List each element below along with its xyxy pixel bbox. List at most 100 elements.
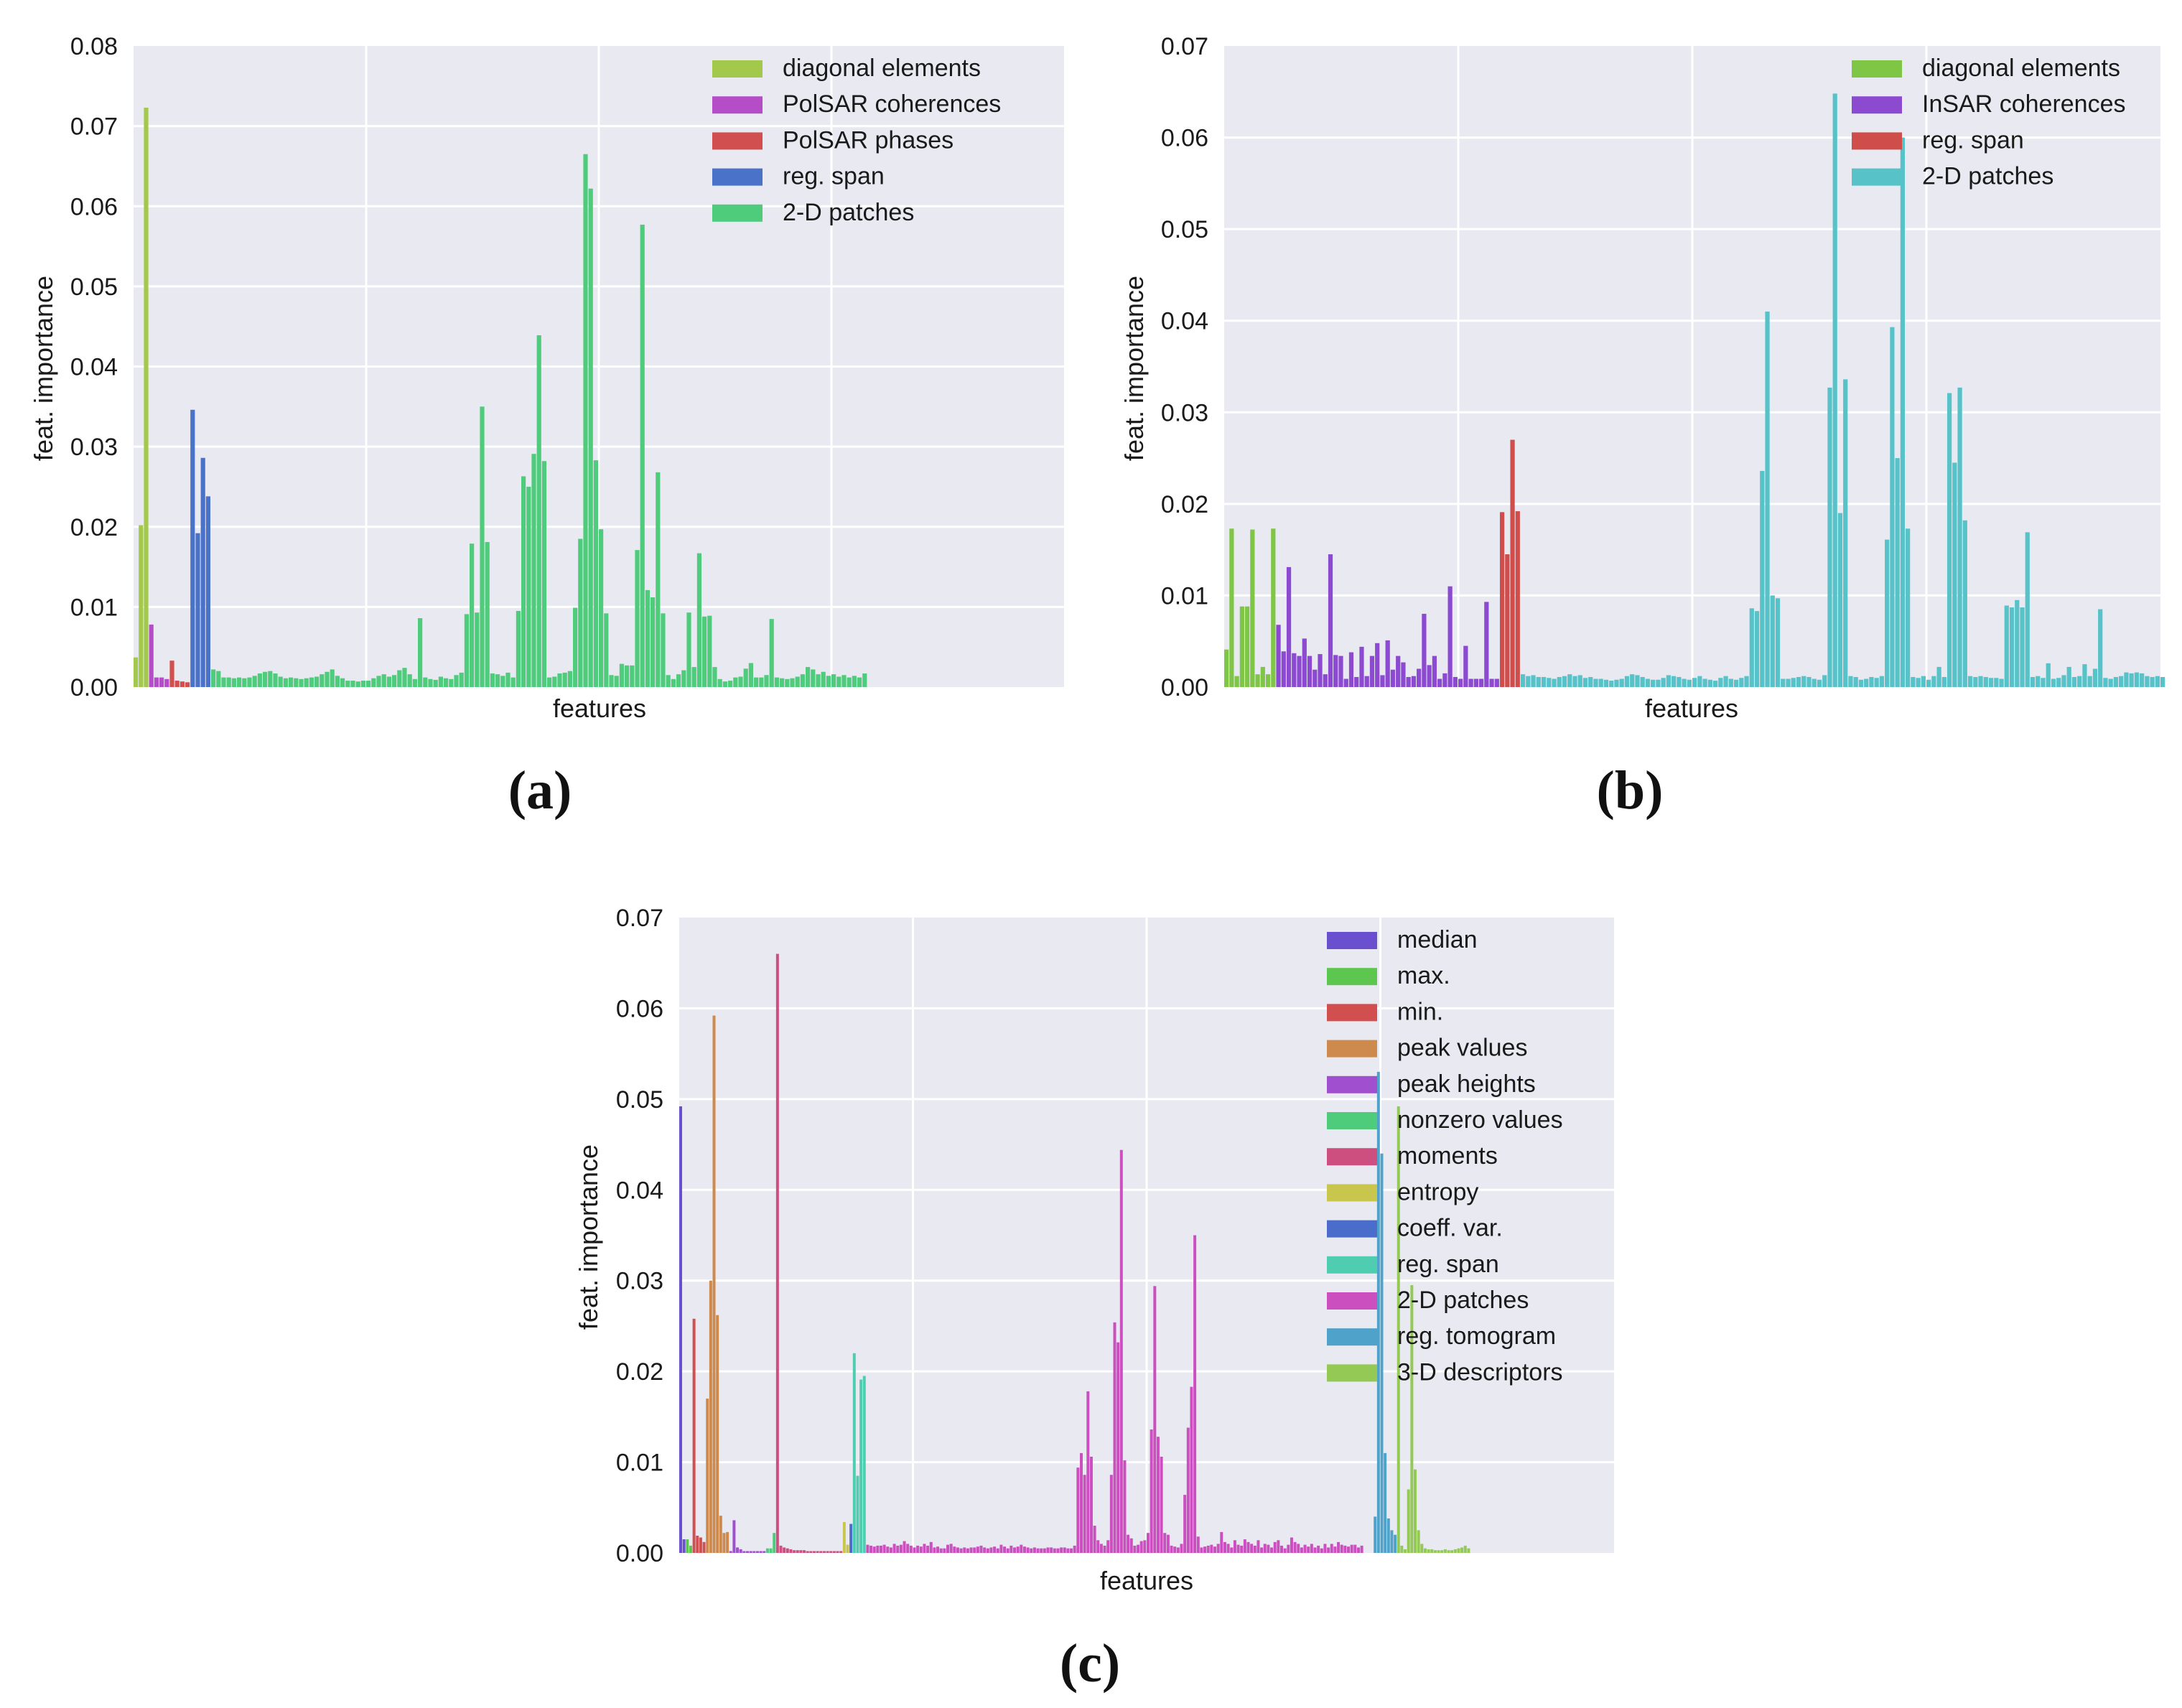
panel-a-legend-label: PolSAR coherences [783,90,1001,118]
panel-a-legend-label: reg. span [783,163,885,190]
panel-a-bar [604,613,609,687]
panel-c-bar [1210,1544,1213,1553]
panel-b-bar [1255,674,1260,687]
panel-b-bar [2098,609,2103,687]
panel-c-bar [1273,1541,1277,1553]
panel-c-bar [793,1550,796,1553]
panel-b-bar [1843,379,1848,687]
panel-a-bar [619,663,624,687]
panel-b-bar [1505,554,1510,687]
panel-c-bar [1283,1548,1287,1553]
panel-b-bar [1234,676,1239,687]
panel-b-bar [1338,655,1343,687]
panel-c-bar [973,1547,976,1553]
panel-b-bar [1427,665,1432,687]
panel-a-bar [743,668,748,687]
panel-c-bar [1173,1546,1177,1553]
panel-c-bar [1073,1545,1076,1553]
panel-b-bar [1723,676,1728,687]
panel-c-bar [989,1547,993,1553]
panel-b-bar [2025,532,2030,687]
panel-a-bar [588,188,593,687]
panel-a-bar [149,624,154,687]
panel-b-bar [1640,676,1645,687]
panel-b-bar [2015,599,2020,687]
panel-b-bar [1858,679,1864,687]
panel-c-bar [949,1544,953,1553]
panel-b-bar [2140,673,2145,687]
panel-c-bar [1026,1547,1030,1553]
panel-a-bar [294,678,299,687]
panel-b-bar [1536,676,1541,687]
panel-a-bar [800,674,805,687]
panel-b-bar [1422,613,1427,687]
panel-a-bar [237,677,242,687]
panel-b-bar [1952,462,1957,687]
panel-b-y-axis-label: feat. importance [1119,276,1149,461]
panel-b-bar [1677,676,1682,687]
panel-a-bar [759,677,764,687]
panel-b-bar [1401,662,1406,687]
panel-b-bar [1911,676,1916,687]
panel-c-bar [706,1399,709,1553]
panel-c-bar [1313,1547,1317,1553]
panel-b-bar [1458,678,1463,687]
panel-b-bar [1707,679,1712,687]
panel-b-bar [1906,528,1911,687]
panel-b-bar [1526,676,1531,687]
panel-b-bar [1624,676,1630,687]
panel-b-bar [1437,678,1442,687]
panel-a-bar [609,675,614,687]
panel-c-bar [1127,1534,1130,1553]
panel-b-bar [1656,679,1661,687]
panel-a-y-tick-label: 0.06 [70,193,118,220]
panel-c-y-tick-label: 0.03 [616,1268,663,1295]
panel-b-bar [1864,678,1869,687]
panel-a-bar [547,677,552,687]
panel-b-bar [1406,676,1411,687]
panel-c-bar [759,1551,763,1553]
panel-c-bar [1270,1547,1274,1553]
panel-c-bar [769,1548,773,1553]
panel-b-bar [1936,666,1941,687]
panel-b-y-tick-label: 0.05 [1161,216,1208,243]
panel-a-bar [185,682,190,687]
panel-c-bar [822,1551,826,1553]
panel-a-bar [247,677,252,687]
panel-c-bar [1139,1541,1143,1553]
panel-b-bar [1931,676,1936,687]
panel-c-bar [1143,1540,1147,1553]
panel-c-bar [1287,1544,1290,1553]
panel-c-bar [1186,1427,1190,1553]
panel-c-bar [1400,1545,1404,1553]
panel-a-bar [640,224,645,687]
panel-c-bar [702,1541,706,1553]
panel-c-y-tick-label: 0.00 [616,1540,663,1567]
panel-b-bar [1765,311,1770,688]
panel-a-bar [174,681,179,687]
panel-c-bar [903,1541,906,1553]
panel-a-bar [774,677,779,687]
panel-b-bar [1702,678,1707,687]
panel-b-bar [1609,681,1614,687]
panel-c-bar [1380,1153,1384,1553]
panel-c-bar [1223,1541,1226,1553]
panel-c-legend-swatch [1327,968,1377,986]
panel-c-bar [1256,1540,1260,1553]
panel-c-bar [803,1550,806,1553]
panel-b-bar [1572,676,1577,687]
panel-c-bar [1303,1544,1307,1553]
panel-b-bar [1744,676,1749,687]
panel-a-bar [790,678,795,687]
panel-c-bar [1123,1460,1127,1553]
panel-a-legend-swatch [712,60,763,78]
panel-c-bar [913,1547,916,1553]
panel-b-bar [2092,668,2098,687]
panel-b-bar [1417,668,1422,687]
panel-c-legend-label: coeff. var. [1397,1215,1503,1242]
panel-a-bar [552,676,557,687]
panel-c-bar [916,1545,920,1553]
panel-b-y-tick-label: 0.02 [1161,491,1208,518]
panel-c-bar [696,1535,699,1553]
panel-a-bar [392,675,397,687]
